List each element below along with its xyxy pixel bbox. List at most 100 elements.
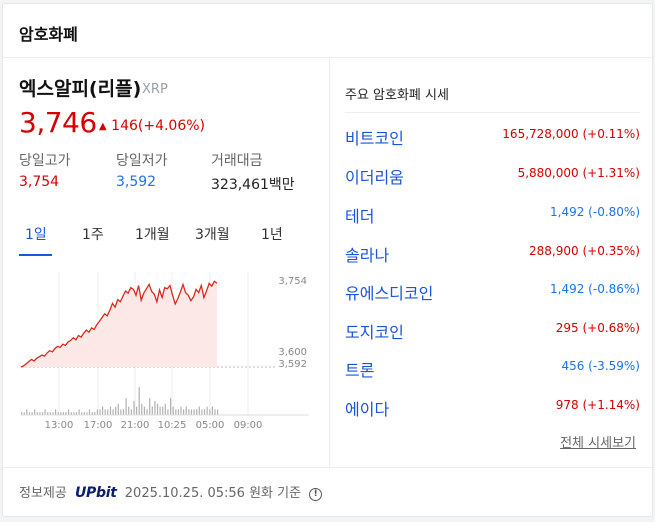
market-row-ethereum[interactable]: 이더리움 5,880,000 (+1.31%) — [345, 154, 640, 192]
volume-bar — [138, 387, 140, 415]
volume-bar — [151, 406, 153, 415]
volume-bar — [180, 406, 182, 415]
volume-bar — [217, 409, 219, 415]
market-row-bitcoin[interactable]: 비트코인 165,728,000 (+0.11%) — [345, 115, 640, 153]
crypto-widget: 암호화폐 엑스알피(리플) XRP 3,746 ▲ 146(+4.06%) 당일… — [2, 3, 654, 517]
divider — [345, 112, 640, 113]
info-icon[interactable]: ! — [309, 488, 323, 501]
x-axis-label: 17:00 — [84, 420, 113, 431]
stat-day-high: 당일고가 3,754 — [19, 150, 71, 190]
volume-bar — [183, 409, 185, 415]
market-row-value: 5,880,000 (+1.31%) — [517, 166, 640, 180]
upbit-logo[interactable]: UPbit — [74, 485, 117, 501]
market-row-usdc[interactable]: 유에스디코인 1,492 (-0.86%) — [345, 270, 640, 308]
y-axis-label: 3,754 — [278, 276, 307, 287]
tab-1y[interactable]: 1년 — [261, 227, 283, 243]
market-row-name[interactable]: 도지코인 — [345, 323, 404, 342]
volume-bar — [23, 412, 25, 415]
tab-1w[interactable]: 1주 — [82, 227, 104, 243]
volume-bar — [26, 409, 28, 415]
market-row-name[interactable]: 에이다 — [345, 400, 390, 419]
volume-bar — [130, 409, 132, 415]
market-row-cardano[interactable]: 에이다 978 (+1.14%) — [345, 386, 640, 424]
stat-label: 거래대금 — [211, 153, 263, 169]
volume-bar — [83, 412, 85, 415]
divider — [3, 467, 654, 468]
market-row-value: 456 (-3.59%) — [561, 359, 640, 373]
market-row-name[interactable]: 유에스디코인 — [345, 284, 434, 303]
active-tab-indicator — [19, 254, 52, 256]
price-line — [20, 280, 218, 368]
volume-bar — [115, 406, 117, 415]
price-change-value: 146(+4.06%) — [111, 118, 206, 134]
volume-bar — [60, 412, 62, 415]
volume-bar — [73, 412, 75, 415]
market-row-name[interactable]: 이더리움 — [345, 168, 404, 187]
market-row-dogecoin[interactable]: 도지코인 295 (+0.68%) — [345, 309, 640, 347]
volume-bar — [159, 406, 161, 415]
volume-bar — [112, 409, 114, 415]
volume-bar — [167, 409, 169, 415]
widget-header: 암호화폐 — [3, 4, 654, 58]
x-axis-label: 10:25 — [158, 420, 187, 431]
footer: 정보제공 UPbit 2025.10.25. 05:56 원화 기준 ! — [19, 482, 323, 502]
x-axis-label: 21:00 — [121, 420, 150, 431]
stat-value: 323,461백만 — [211, 177, 295, 193]
price-area — [21, 281, 217, 367]
market-row-solana[interactable]: 솔라나 288,900 (+0.35%) — [345, 232, 640, 270]
coin-symbol: XRP — [142, 82, 168, 97]
market-row-value: 1,492 (-0.86%) — [550, 282, 640, 296]
volume-bar — [55, 409, 57, 415]
market-row-name[interactable]: 비트코인 — [345, 129, 404, 148]
volume-bar — [104, 409, 106, 415]
volume-bar — [49, 412, 51, 415]
volume-bar — [193, 409, 195, 415]
volume-bar — [136, 406, 138, 415]
volume-bar — [81, 412, 83, 415]
volume-bar — [188, 409, 190, 415]
provider-label: 정보제공 — [19, 486, 67, 501]
market-row-value: 165,728,000 (+0.11%) — [502, 127, 640, 141]
volume-bar — [128, 406, 130, 415]
tab-1m[interactable]: 1개월 — [135, 227, 170, 243]
volume-bar — [177, 409, 179, 415]
volume-bar — [39, 412, 41, 415]
volume-bar — [65, 412, 67, 415]
market-row-name[interactable]: 테더 — [345, 207, 375, 226]
view-all-link[interactable]: 전체 시세보기 — [560, 436, 636, 451]
volume-bar — [94, 412, 96, 415]
up-arrow-icon: ▲ — [99, 121, 107, 132]
volume-bar — [88, 409, 91, 415]
volume-bar — [190, 409, 193, 415]
volume-bar — [91, 412, 93, 415]
volume-bar — [149, 398, 151, 415]
volume-bar — [206, 406, 208, 415]
y-axis-label: 3,592 — [278, 359, 307, 370]
volume-bar — [170, 398, 172, 415]
volume-bar — [68, 409, 70, 415]
coin-name[interactable]: 엑스알피(리플) — [19, 78, 142, 100]
volume-bar — [196, 409, 198, 415]
volume-bar — [185, 406, 187, 415]
market-row-name[interactable]: 트론 — [345, 361, 375, 380]
volume-bar — [44, 409, 46, 415]
tab-3m[interactable]: 3개월 — [195, 227, 230, 243]
market-row-name[interactable]: 솔라나 — [345, 246, 390, 265]
volume-bar — [52, 412, 54, 415]
tab-1d[interactable]: 1일 — [25, 227, 47, 243]
volume-bar — [28, 412, 30, 415]
market-row-value: 295 (+0.68%) — [555, 321, 640, 335]
volume-bar — [102, 406, 104, 415]
market-row-tron[interactable]: 트론 456 (-3.59%) — [345, 347, 640, 385]
market-list-title: 주요 암호화폐 시세 — [345, 88, 449, 103]
market-row-tether[interactable]: 테더 1,492 (-0.80%) — [345, 193, 640, 231]
volume-bar — [70, 412, 72, 415]
market-row-value: 288,900 (+0.35%) — [529, 244, 640, 258]
volume-bar — [57, 412, 59, 415]
period-tabs: 1일 1주 1개월 3개월 1년 — [19, 224, 319, 256]
volume-bar — [143, 406, 145, 415]
price-change: ▲ 146(+4.06%) — [99, 118, 205, 134]
volume-bar — [156, 403, 159, 415]
volume-bar — [21, 412, 23, 415]
